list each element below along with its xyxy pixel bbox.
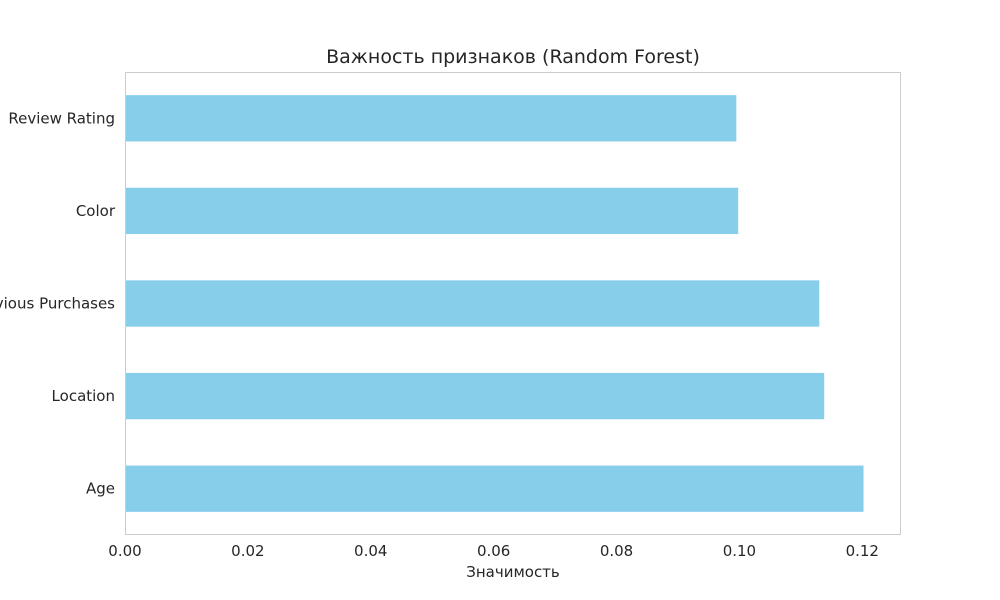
bar-location [125,372,825,420]
bars-group [125,95,864,512]
x-axis-label: Значимость [466,563,560,581]
y-tick-label: Location [52,387,115,405]
x-tick-label: 0.04 [354,542,387,560]
plot-area-frame [125,72,901,535]
x-tick-labels: 0.00 0.02 0.04 0.06 0.08 0.10 0.12 [108,542,879,560]
bar-color [125,187,739,235]
x-tick-label: 0.06 [477,542,510,560]
y-tick-label: Color [76,202,116,220]
x-tick-label: 0.08 [600,542,633,560]
bar-review-rating [125,95,737,142]
y-tick-label: Age [86,480,115,498]
y-tick-label: Review Rating [8,109,115,127]
x-tick-label: 0.02 [231,542,264,560]
x-tick-label: 0.00 [108,542,141,560]
x-tick-label: 0.10 [723,542,756,560]
y-tick-label: Previous Purchases [0,295,115,313]
bar-previous-purchases [125,280,820,327]
y-tick-labels: Review Rating Color Previous Purchases Loca… [0,109,116,497]
bar-age [125,465,864,512]
chart-title: Важность признаков (Random Forest) [326,46,700,68]
x-tick-label: 0.12 [846,542,879,560]
